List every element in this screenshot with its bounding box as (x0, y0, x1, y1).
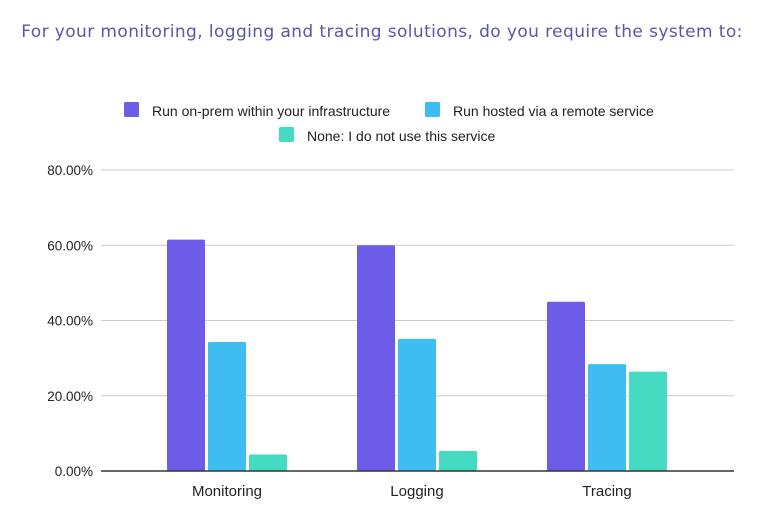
bar (398, 338, 436, 471)
legend-swatch (425, 102, 440, 117)
bar (208, 341, 246, 471)
bar (357, 245, 395, 471)
bars (167, 239, 667, 471)
x-category-label: Monitoring (192, 483, 262, 500)
y-tick-label: 20.00% (47, 389, 93, 404)
bar (439, 451, 477, 471)
y-tick-label: 0.00% (55, 464, 93, 479)
x-axis-categories: Monitoring Logging Tracing (192, 483, 632, 500)
legend-label: None: I do not use this service (307, 128, 496, 144)
chart-title: For your monitoring, logging and tracing… (21, 22, 743, 42)
bar (167, 239, 205, 471)
legend-label: Run on-prem within your infrastructure (152, 103, 390, 119)
bar (547, 301, 585, 471)
x-category-label: Logging (390, 483, 443, 500)
y-axis-ticks: 0.00% 20.00% 40.00% 60.00% 80.00% (47, 163, 93, 479)
x-category-label: Tracing (582, 483, 631, 500)
legend-swatch (124, 102, 139, 117)
bar (629, 371, 667, 471)
y-tick-label: 40.00% (47, 314, 93, 329)
legend: Run on-prem within your infrastructure Ru… (124, 102, 654, 144)
legend-label: Run hosted via a remote service (453, 103, 654, 119)
y-tick-label: 60.00% (47, 238, 93, 253)
y-tick-label: 80.00% (47, 163, 93, 178)
bar (249, 454, 287, 471)
bar (588, 364, 626, 471)
legend-swatch (279, 127, 294, 142)
